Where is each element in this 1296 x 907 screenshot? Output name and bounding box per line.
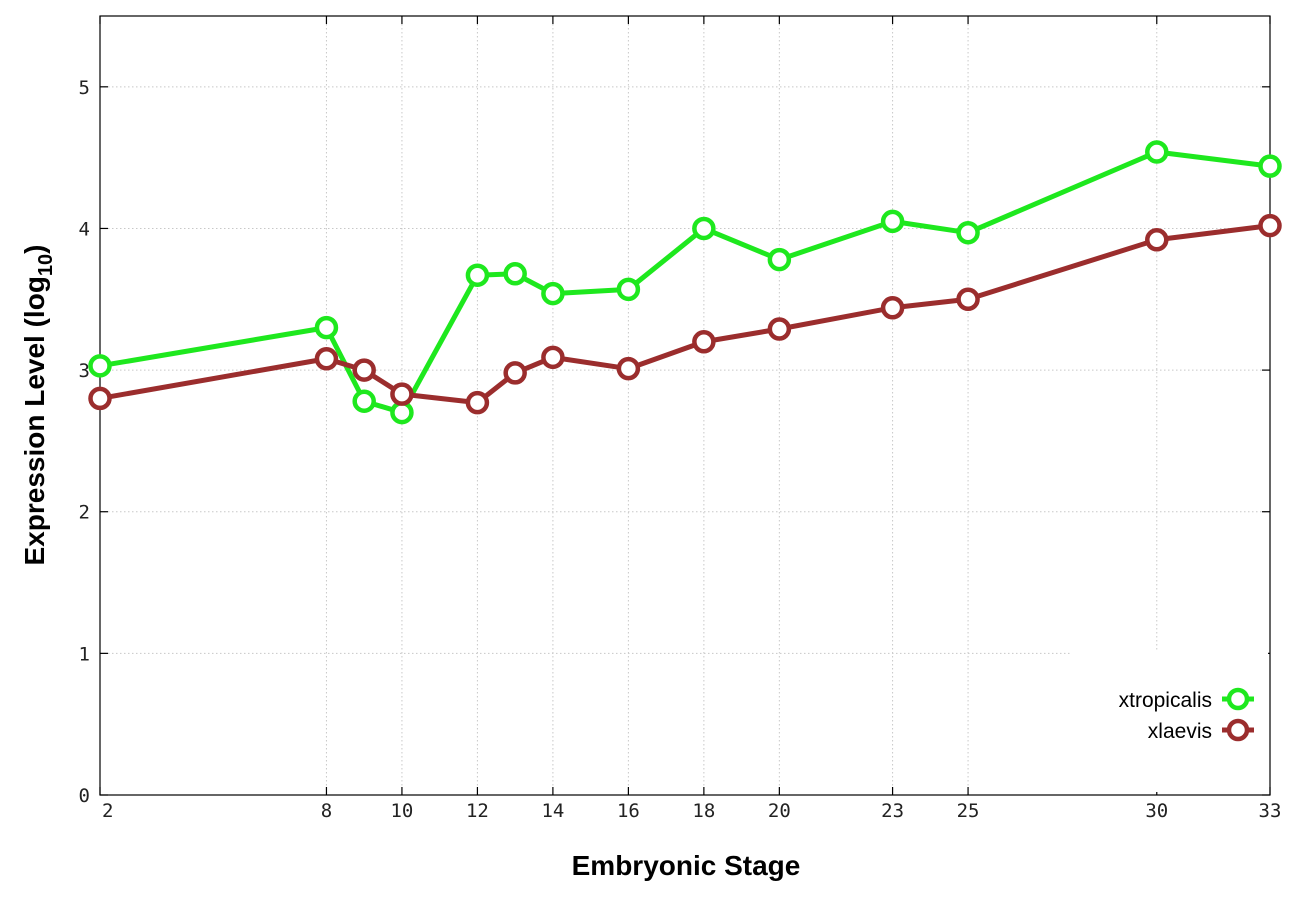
y-tick-label: 4 — [79, 218, 90, 240]
x-tick-label: 16 — [617, 800, 640, 822]
data-point — [1258, 213, 1282, 238]
y-axis-title-main: Expression Level (log — [19, 276, 50, 565]
data-point — [390, 382, 414, 406]
data-point — [956, 287, 980, 312]
legend-marker-xtropicalis — [1226, 687, 1250, 711]
data-point — [465, 390, 490, 415]
legend: xtropicalis xlaevis — [1072, 652, 1268, 792]
data-point — [352, 389, 376, 414]
data-point — [390, 400, 414, 425]
y-tick-label: 5 — [79, 77, 90, 99]
x-tick-labels: 2 8 10 12 14 16 18 20 23 25 30 33 — [102, 800, 1281, 822]
series-xlaevis — [88, 213, 1282, 415]
x-tick-label: 20 — [768, 800, 791, 822]
data-point — [692, 216, 716, 241]
data-point — [880, 209, 905, 234]
legend-marker-xlaevis — [1226, 718, 1250, 742]
y-tick-label: 1 — [79, 643, 90, 665]
data-point — [541, 281, 565, 306]
data-point — [503, 361, 527, 385]
data-point — [1145, 140, 1169, 164]
legend-label-xlaevis: xlaevis — [1148, 720, 1212, 743]
y-axis-title-close: ) — [19, 245, 50, 254]
data-point — [88, 354, 112, 378]
y-tick-label: 3 — [79, 360, 90, 382]
x-tick-label: 30 — [1145, 800, 1168, 822]
data-point — [352, 358, 376, 382]
data-point — [1258, 154, 1282, 178]
y-axis-title-subscript: 10 — [35, 254, 57, 276]
data-point — [541, 345, 565, 370]
y-tick-labels: 0 1 2 3 4 5 — [79, 77, 90, 807]
data-point — [767, 247, 792, 272]
data-point — [465, 263, 490, 287]
x-tick-label: 18 — [692, 800, 715, 822]
x-tick-label: 25 — [957, 800, 980, 822]
x-tick-label: 12 — [466, 800, 489, 822]
y-axis-title: Expression Level (log10) — [19, 245, 57, 566]
data-point — [616, 277, 641, 302]
data-point — [767, 317, 792, 341]
x-tick-label: 14 — [541, 800, 564, 822]
x-tick-label: 2 — [102, 800, 113, 822]
y-tick-label: 2 — [79, 502, 90, 524]
x-axis-title: Embryonic Stage — [572, 850, 801, 881]
x-tick-label: 8 — [321, 800, 332, 822]
data-point — [314, 347, 339, 371]
data-point — [1145, 228, 1169, 252]
data-point — [692, 330, 716, 354]
data-point — [88, 386, 112, 411]
axis-ticks — [99, 16, 1271, 796]
data-point — [314, 315, 339, 340]
y-tick-label: 0 — [79, 785, 90, 807]
series — [88, 140, 1282, 425]
data-point — [503, 262, 527, 286]
series-line — [99, 149, 1271, 416]
x-tick-label: 23 — [881, 800, 904, 822]
series-line — [99, 223, 1271, 406]
data-point — [956, 220, 980, 245]
legend-label-xtropicalis: xtropicalis — [1119, 689, 1212, 712]
x-tick-label: 10 — [390, 800, 413, 822]
x-tick-label: 33 — [1259, 800, 1282, 822]
data-point — [616, 356, 641, 381]
series-xtropicalis — [88, 140, 1282, 425]
data-point — [880, 296, 905, 320]
